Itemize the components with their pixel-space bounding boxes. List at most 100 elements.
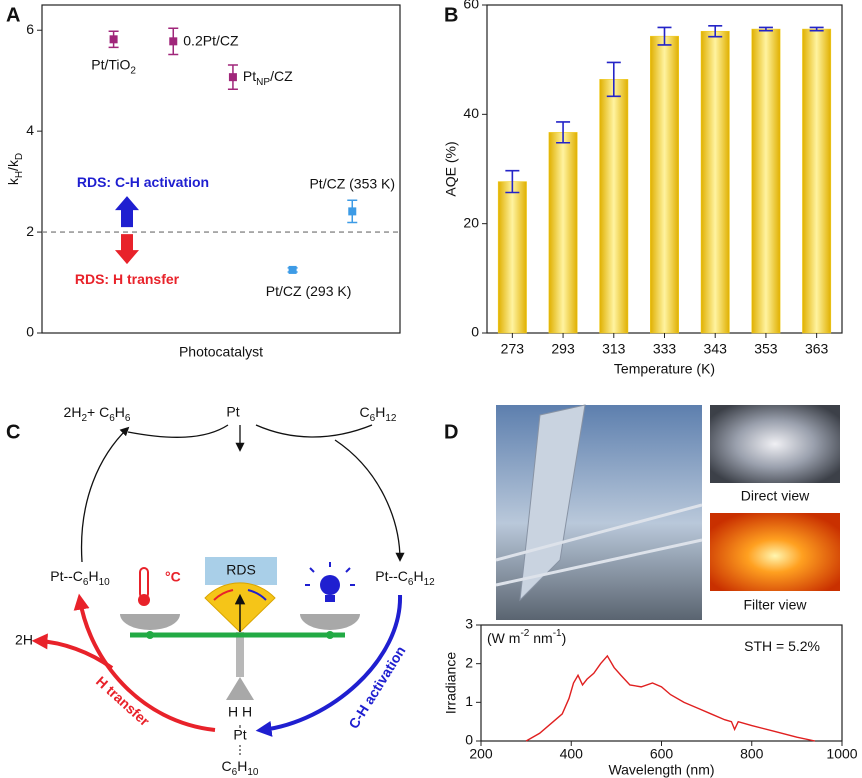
point	[228, 73, 237, 82]
x-tick-label: 293	[551, 341, 575, 357]
fan-arc	[247, 589, 267, 601]
balance-base	[226, 677, 254, 700]
y-tick-label: 0	[26, 324, 34, 340]
point	[169, 37, 178, 46]
rds-label: RDS	[226, 562, 256, 578]
y-axis-label: AQE (%)	[443, 141, 459, 196]
error-bar	[708, 24, 723, 38]
panel-letter: B	[444, 4, 458, 26]
text-part: D	[14, 153, 25, 160]
y-tick-label: 2	[26, 223, 34, 239]
error-bar	[758, 26, 773, 32]
bottom-h: H H	[228, 704, 252, 720]
text-part: k	[5, 177, 21, 185]
balance-post	[236, 632, 244, 677]
y-tick-label: 40	[463, 105, 479, 121]
text-part: H	[14, 171, 25, 178]
spectrum-line	[525, 654, 816, 742]
hydrogen: 2H	[15, 632, 33, 648]
text-part: STH = 5.2%	[744, 638, 820, 654]
panel-letter: D	[444, 421, 458, 443]
text-part: 2	[130, 65, 136, 76]
pivot	[326, 631, 334, 639]
cycle-arrow	[127, 424, 229, 438]
reactant: C6H12	[360, 404, 397, 424]
text-part: 6	[370, 413, 376, 424]
x-tick-label: 1000	[826, 746, 857, 762]
photo-caption: Filter view	[743, 597, 807, 613]
text-part: -2	[520, 628, 529, 639]
bar	[650, 35, 679, 334]
text-part: 12	[385, 413, 397, 424]
photos	[495, 404, 840, 620]
x-axis-label: Photocatalyst	[179, 344, 263, 360]
text-part: Pt--C	[50, 568, 83, 584]
y-tick-label: 3	[465, 616, 473, 632]
y-tick-label: 4	[26, 122, 34, 138]
point-label: PtNP/CZ	[243, 68, 293, 88]
text-part: H	[88, 568, 98, 584]
y-tick-label: 2	[465, 654, 473, 670]
bulb-rays	[305, 562, 355, 586]
temperature-unit: °C	[165, 569, 181, 585]
bottom-fragment: C6H10	[222, 758, 259, 778]
x-tick-label: 353	[754, 341, 778, 357]
error-bar	[556, 121, 571, 144]
text-part: Pt	[243, 68, 256, 84]
cycle-arrow	[255, 424, 373, 438]
photo-caption: Direct view	[741, 488, 810, 504]
intermediate: Pt--C6H10	[50, 568, 110, 588]
y-tick-label: 6	[26, 21, 34, 37]
text-part: /k	[5, 159, 21, 171]
point	[288, 265, 297, 274]
text-part: /CZ	[270, 68, 293, 84]
text-part: C	[222, 758, 232, 774]
bar	[497, 181, 527, 334]
intermediate: Pt--C6H12	[375, 568, 435, 588]
fan-arc	[213, 589, 234, 601]
bar	[548, 132, 578, 334]
bar	[751, 28, 781, 334]
thermometer-bulb	[138, 594, 150, 606]
point-label: Pt/CZ (293 K)	[266, 283, 352, 299]
x-tick-label: 273	[501, 341, 525, 357]
plot-frame	[41, 4, 401, 334]
point-label: Pt/TiO2	[91, 56, 136, 76]
text-part: + C	[87, 404, 109, 420]
y-tick-label: 1	[465, 693, 473, 709]
h-release-arrow	[31, 633, 114, 670]
text-part: 12	[424, 577, 436, 588]
photo-rail	[495, 503, 703, 587]
text-part: 10	[247, 767, 259, 778]
x-tick-label: 363	[805, 341, 829, 357]
x-axis-label: Wavelength (nm)	[608, 762, 714, 778]
error-bar	[809, 26, 824, 32]
y-tick-label: 20	[463, 214, 479, 230]
y-tick-label: 0	[471, 324, 479, 340]
point	[109, 35, 118, 44]
bottom-pt: Pt	[233, 727, 246, 743]
annotation: (W m-2 nm-1)	[487, 628, 566, 646]
annotation: RDS: C-H activation	[77, 174, 209, 190]
text-part: 6	[125, 413, 131, 424]
error-bar	[505, 169, 520, 194]
text-part: (W m	[487, 630, 520, 646]
text-part: 6	[83, 577, 89, 588]
y-axis-label: Irradiance	[443, 652, 459, 714]
text-part: 6	[232, 767, 238, 778]
y-tick-label: 0	[465, 732, 473, 748]
panel-letter: C	[6, 421, 20, 443]
text-part: Pt/CZ (353 K)	[309, 175, 395, 191]
catalyst: Pt	[226, 404, 239, 420]
text-part: 6	[109, 413, 115, 424]
point	[348, 207, 357, 216]
photo-mirror	[519, 404, 586, 602]
rds-box	[205, 557, 277, 585]
text-part: 0.2Pt/CZ	[183, 32, 239, 48]
text-part: H	[375, 404, 385, 420]
cycle-arrow	[80, 426, 130, 563]
x-tick-label: 313	[602, 341, 626, 357]
text-part: H	[115, 404, 125, 420]
x-tick-label: 333	[653, 341, 677, 357]
